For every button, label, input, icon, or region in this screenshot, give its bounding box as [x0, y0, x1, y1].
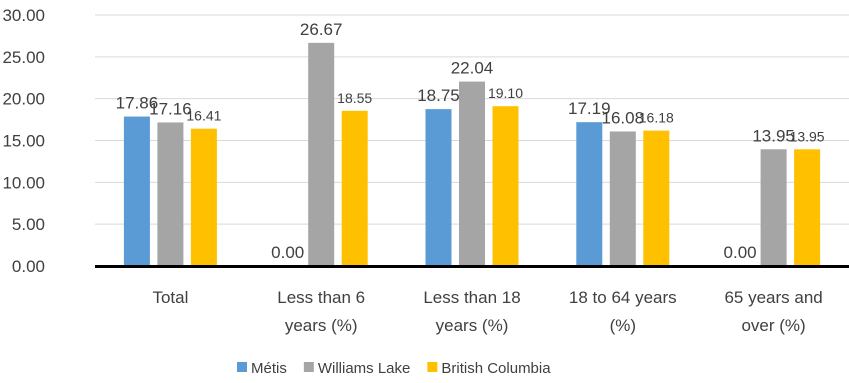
data-label: 13.95: [790, 128, 825, 144]
category-label: Less than 18: [423, 288, 520, 307]
y-tick-label: 5.00: [12, 215, 45, 234]
data-label: 17.19: [568, 99, 611, 118]
data-label: 18.75: [417, 86, 460, 105]
bar: [190, 128, 217, 266]
data-label: 18.55: [337, 90, 372, 106]
bar: [576, 122, 603, 266]
bar: [760, 149, 787, 266]
bar: [308, 42, 335, 267]
category-label: (%): [610, 316, 636, 335]
bar: [157, 122, 184, 266]
legend-swatch: [237, 362, 247, 372]
category-label: years (%): [285, 316, 358, 335]
category-label: years (%): [436, 316, 509, 335]
category-label: over (%): [741, 316, 805, 335]
y-tick-label: 10.00: [2, 173, 45, 192]
category-label: 65 years and: [724, 288, 822, 307]
data-label: 26.67: [300, 20, 343, 39]
y-axis-ticks: 0.00 5.00 10.00 15.00 20.00 25.00 30.00: [2, 6, 45, 276]
bar: [492, 106, 519, 267]
data-label: 19.10: [488, 85, 523, 101]
data-label: 16.41: [186, 108, 221, 124]
legend-swatch: [427, 362, 438, 372]
legend-label: British Columbia: [441, 360, 551, 377]
y-tick-label: 25.00: [2, 48, 45, 67]
bar: [794, 149, 821, 266]
category-label: Total: [152, 288, 188, 307]
data-label: 17.16: [149, 99, 192, 118]
y-tick-label: 30.00: [2, 6, 45, 25]
bar: [123, 116, 150, 266]
bars: [123, 42, 821, 267]
category-labels: Total Less than 6 years (%) Less than 18 yea…: [152, 288, 822, 335]
legend-label: Métis: [251, 360, 287, 377]
data-label: 16.18: [639, 110, 674, 126]
data-label: 22.04: [451, 59, 494, 78]
data-label: 17.86: [116, 94, 159, 113]
legend-label: Williams Lake: [318, 360, 411, 377]
legend: Métis Williams Lake British Columbia: [237, 360, 551, 377]
category-label: Less than 6: [277, 288, 365, 307]
bar: [425, 109, 452, 266]
category-label: 18 to 64 years: [569, 288, 677, 307]
legend-swatch: [303, 362, 314, 372]
y-tick-label: 15.00: [2, 132, 45, 151]
data-label: 0.00: [271, 243, 304, 262]
bar: [459, 81, 485, 266]
data-label: 13.95: [752, 126, 795, 145]
data-label: 0.00: [724, 243, 757, 262]
bar: [609, 131, 636, 266]
y-tick-label: 20.00: [2, 90, 45, 109]
y-tick-label: 0.00: [12, 257, 45, 276]
data-label: 16.08: [602, 108, 645, 127]
bar: [341, 110, 368, 266]
bar: [643, 130, 670, 266]
